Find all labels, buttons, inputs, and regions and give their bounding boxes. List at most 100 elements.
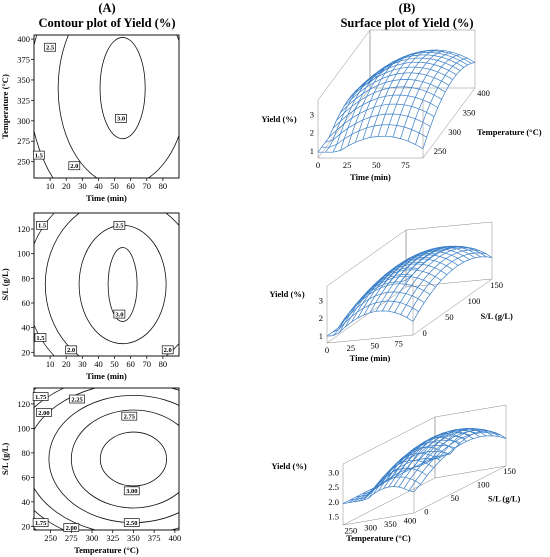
x-tick-label: 275 (65, 533, 78, 543)
y-tick-label: 50 (451, 493, 460, 503)
z-tick-label: 1 (310, 146, 314, 156)
mesh-line (343, 72, 450, 107)
x-tick-label: 60 (126, 181, 135, 191)
mesh-line (370, 50, 423, 138)
y-tick-label: 60 (22, 298, 31, 308)
x-axis-title: Time (min) (350, 353, 391, 363)
x-tick-label: 50 (110, 359, 119, 369)
x-tick-label: 10 (46, 181, 55, 191)
y-tick-label: 400 (17, 34, 30, 44)
y-tick-label: 300 (17, 116, 30, 126)
x-tick-label: 375 (148, 533, 161, 543)
y-tick-label: 325 (17, 95, 30, 105)
contour-line-3 (99, 37, 146, 140)
x-tick-label: 70 (143, 359, 152, 369)
x-tick-label: 25 (343, 160, 352, 170)
contour-label: 2.5 (115, 223, 124, 230)
mesh-line (325, 75, 378, 153)
x-tick-label: 50 (371, 341, 380, 351)
x-axis-title: Temperature (°C) (74, 545, 139, 555)
mesh-line (347, 59, 401, 147)
y-axis-title: S/L (g/L) (0, 268, 10, 301)
plot-frame (33, 387, 180, 531)
mesh-line (369, 49, 476, 83)
contour-line-3 (99, 431, 167, 487)
z-tick-label: 2 (319, 313, 323, 323)
y-tick-label: 250 (17, 157, 30, 167)
y-tick-label: 0 (423, 328, 427, 338)
y-tick-label: 40 (22, 497, 31, 507)
mesh-line (371, 254, 459, 291)
x-axis-title: Time (min) (86, 371, 127, 381)
mesh-line (351, 61, 457, 96)
floor-edge (422, 87, 476, 159)
y-tick-label: 350 (463, 107, 476, 117)
mesh-line (403, 429, 496, 489)
floor-edge (413, 465, 507, 514)
mesh-line (388, 246, 476, 284)
side-pane (326, 229, 407, 344)
z-tick-label: 3 (310, 110, 314, 120)
x-tick-label: 25 (347, 343, 356, 353)
x-tick-label: 30 (78, 181, 87, 191)
z-tick-label: 1.5 (328, 511, 339, 521)
y-tick-label: 80 (22, 273, 31, 283)
x-tick-label: 300 (364, 522, 377, 532)
contour-label-box (123, 518, 140, 528)
contour-line-2-5 (78, 224, 167, 345)
contour-label-box (36, 220, 48, 230)
y-tick-label: 20 (22, 347, 31, 357)
contour-label: 2.00 (66, 525, 77, 532)
z-axis-title: Yield (%) (261, 114, 297, 124)
contour-label: 2.0 (164, 347, 172, 354)
y-tick-label: 100 (468, 296, 481, 306)
x-tick-label: 80 (159, 181, 168, 191)
mesh-line (326, 310, 414, 337)
x-tick-label: 40 (94, 181, 103, 191)
mesh-line (400, 51, 453, 139)
contour-label-box (161, 345, 174, 355)
contour-label-box (113, 309, 126, 319)
x-tick-label: 30 (78, 359, 87, 369)
panel-letter-a: (A) (98, 1, 115, 15)
x-tick-label: 80 (159, 359, 168, 369)
floor-edge (342, 512, 415, 526)
mesh-line (342, 486, 415, 504)
z-tick-label: 3.0 (328, 468, 339, 478)
contour-label-box (32, 518, 49, 528)
floor-edge (326, 334, 414, 344)
x-tick-label: 350 (127, 533, 140, 543)
mesh-line (377, 251, 464, 288)
x-tick-label: 10 (46, 359, 55, 369)
y-tick-label: 20 (22, 521, 31, 531)
contour-label: 3.00 (126, 488, 137, 495)
contour-label: 3.0 (115, 311, 123, 318)
y-tick-label: 120 (17, 224, 30, 234)
contour-label-box (121, 411, 138, 421)
x-tick-label: 400 (404, 516, 417, 526)
x-axis-title: Time (min) (86, 193, 127, 203)
mesh-line (407, 54, 461, 142)
contour-label: 2.50 (126, 520, 137, 527)
mesh-line (392, 50, 446, 138)
x-tick-label: 300 (86, 533, 99, 543)
mesh-line (434, 430, 507, 457)
z-tick-label: 2 (310, 128, 314, 138)
plot-frame (33, 34, 180, 179)
x-tick-label: 50 (372, 160, 381, 170)
mesh-line (405, 246, 493, 281)
contour-label: 2.25 (71, 396, 83, 403)
contour-label: 1.75 (35, 520, 47, 527)
contour-label: 1.5 (35, 153, 44, 160)
y-tick-label: 60 (22, 472, 31, 482)
y-tick-label: 50 (445, 312, 454, 322)
x-tick-label: 350 (384, 519, 397, 529)
panel-letter-b: (B) (399, 1, 416, 15)
mesh-line (351, 256, 431, 323)
y-tick-label: 150 (490, 280, 503, 290)
y-tick-label: 150 (503, 466, 516, 476)
contour-label-box (69, 394, 85, 404)
y-axis-title: S/L (g/L) (488, 494, 521, 504)
contour-line-2-5 (57, 35, 179, 178)
